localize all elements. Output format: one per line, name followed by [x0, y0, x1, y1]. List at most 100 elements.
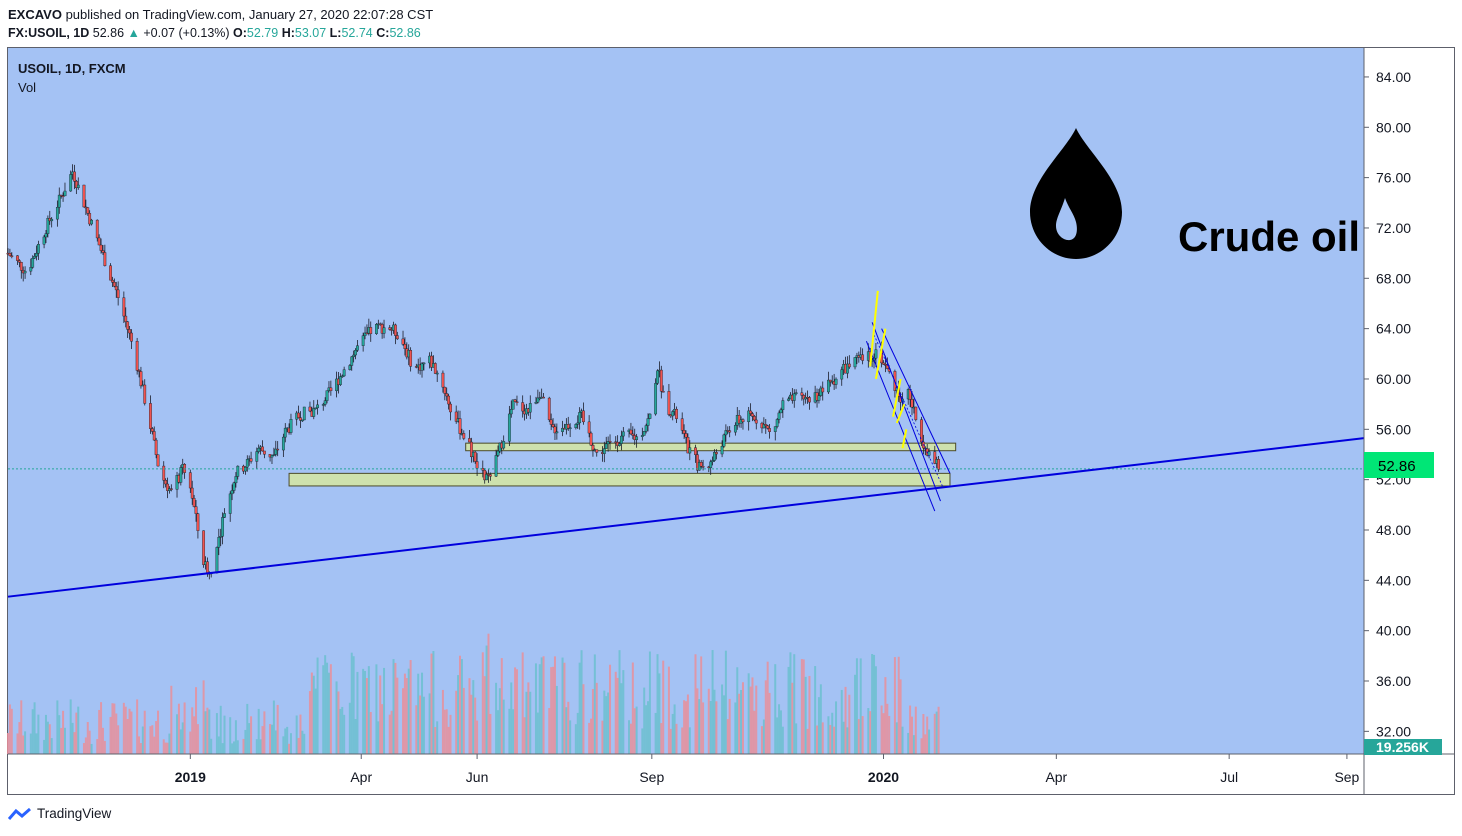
volume-bar: [502, 699, 505, 754]
candle-body: [775, 419, 779, 427]
plot-area[interactable]: [8, 48, 1364, 754]
volume-bar: [417, 673, 420, 754]
volume-bar: [483, 676, 486, 754]
candle-body: [741, 419, 745, 423]
volume-bar: [755, 685, 758, 754]
volume-bar: [246, 703, 249, 754]
y-tick-label: 68.00: [1376, 270, 1411, 286]
candle-body: [76, 184, 80, 189]
volume-bar: [98, 709, 101, 754]
volume-bar: [760, 726, 763, 754]
volume-bar: [561, 657, 564, 754]
candle-body: [112, 282, 116, 287]
symbol-label: FX:USOIL, 1D: [8, 26, 90, 40]
volume-bar: [542, 656, 545, 754]
volume-bar: [620, 683, 623, 754]
volume-bar: [151, 725, 154, 754]
candle-body: [375, 324, 378, 334]
volume-bar: [724, 650, 727, 754]
candle-body: [192, 498, 196, 507]
volume-bar: [236, 740, 239, 754]
volume-bar: [459, 655, 461, 754]
candle-body: [604, 443, 608, 449]
candle-body: [90, 219, 93, 225]
volume-bar: [369, 712, 372, 754]
chart-title[interactable]: USOIL, 1D, FXCM: [18, 61, 126, 76]
candle-body: [202, 530, 206, 565]
publisher-name[interactable]: EXCAVO: [8, 7, 62, 22]
candle-body: [574, 424, 578, 429]
volume-bar: [529, 691, 532, 754]
chart-frame[interactable]: [7, 47, 1455, 795]
candle-body: [751, 413, 754, 417]
volume-bar: [430, 653, 433, 754]
volume-bar: [468, 678, 471, 754]
volume-bar: [521, 652, 524, 754]
candle-body: [325, 390, 329, 401]
volume-bar: [191, 707, 194, 754]
candle-body: [513, 399, 517, 402]
candle-body: [631, 433, 635, 436]
volume-bar: [814, 666, 817, 754]
tradingview-logo[interactable]: TradingView: [8, 806, 111, 821]
volume-bar: [536, 712, 539, 754]
candle-body: [547, 397, 551, 421]
volume-bar: [753, 710, 756, 754]
candle-body: [223, 513, 226, 518]
volume-tag-text: 19.256K: [1376, 739, 1429, 755]
volume-bar: [20, 700, 23, 754]
candle-body: [361, 335, 365, 346]
volume-bar: [322, 665, 325, 754]
volume-bar: [289, 733, 292, 754]
volume-bar: [867, 708, 870, 754]
volume-bar: [18, 722, 21, 754]
candle-body: [722, 434, 726, 447]
volume-bar: [764, 680, 767, 754]
candle-body: [469, 441, 473, 458]
candle-body: [927, 451, 931, 456]
candle-body: [29, 267, 33, 272]
y-tick-label: 32.00: [1376, 723, 1411, 739]
candle-body: [308, 406, 312, 412]
candle-body: [323, 400, 327, 405]
candle-body: [257, 448, 261, 452]
candle-body: [430, 355, 433, 368]
volume-bar: [645, 705, 648, 754]
y-tick-label: 36.00: [1376, 673, 1411, 689]
candle-body: [249, 458, 253, 462]
volume-bar: [29, 733, 32, 754]
candle-body: [55, 207, 59, 220]
volume-bar: [157, 710, 160, 754]
candle-body: [764, 424, 768, 426]
volume-tag: 19.256K: [1364, 739, 1442, 755]
candle-body: [329, 387, 333, 392]
volume-bar: [10, 708, 13, 754]
volume-bar: [7, 733, 9, 754]
volume-bar: [635, 706, 638, 754]
volume-bar: [139, 743, 142, 754]
candle-body: [363, 332, 367, 336]
candle-body: [528, 403, 532, 413]
candle-body: [686, 436, 690, 454]
volume-bar: [354, 719, 357, 754]
volume-bar: [873, 654, 876, 754]
volume-bar: [569, 720, 572, 754]
candle-body: [169, 488, 173, 490]
support-zone: [288, 472, 951, 487]
candle-body: [164, 480, 168, 485]
volume-legend[interactable]: Vol: [18, 80, 36, 95]
candle-body: [59, 194, 63, 197]
volume-bar: [314, 688, 317, 754]
candle-body: [82, 184, 86, 208]
volume-bar: [350, 652, 353, 754]
candle-body: [73, 171, 76, 182]
candle-body: [276, 448, 280, 451]
candle-body: [910, 399, 914, 408]
volume-bar: [8, 704, 11, 754]
candle-body: [714, 452, 718, 455]
volume-bar: [282, 736, 285, 754]
candle-body: [435, 372, 439, 375]
volume-bar: [308, 691, 311, 754]
candle-body: [462, 433, 466, 439]
